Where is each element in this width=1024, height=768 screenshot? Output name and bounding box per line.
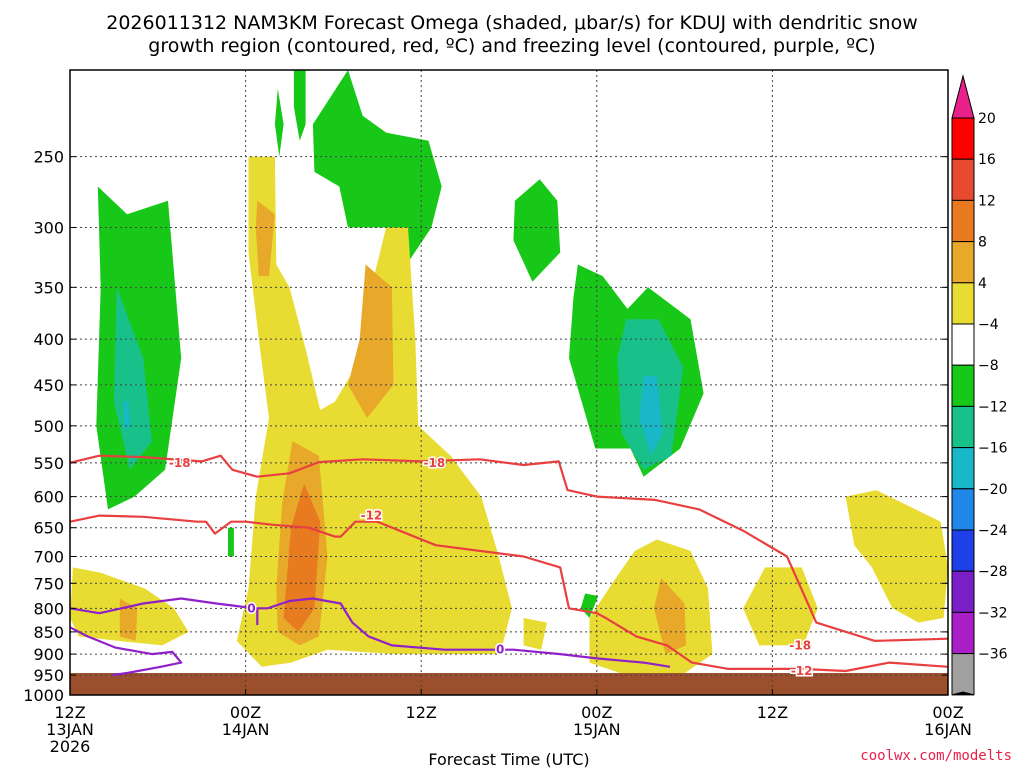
y-tick-label: 500	[33, 417, 64, 436]
y-tick-label: 950	[33, 666, 64, 685]
colorbar-label: −32	[978, 605, 1008, 621]
colorbar-swatch	[951, 158, 975, 201]
ground-shading	[70, 673, 948, 695]
x-axis-title: Forecast Time (UTC)	[428, 750, 589, 768]
colorbar-swatch	[951, 117, 975, 160]
colorbar-label: −24	[978, 523, 1008, 539]
colorbar: 20 16 12 8 4 −4 −8 −12 −16 −20 −24 −28 −32 −36	[951, 74, 1008, 696]
colorbar-swatch	[951, 282, 975, 325]
contour-label: -18	[424, 456, 446, 470]
contour-line--12	[70, 514, 948, 673]
colorbar-swatch	[951, 529, 975, 572]
colorbar-swatch	[951, 364, 975, 407]
omega-shading-layer	[70, 70, 948, 676]
y-tick-label: 900	[33, 645, 64, 664]
x-tick-label: 15JAN	[573, 720, 621, 739]
y-tick-label: 1000	[23, 686, 64, 705]
omega-region-4	[274, 88, 284, 157]
omega-region-3	[293, 70, 306, 141]
y-tick-label: 250	[33, 148, 64, 167]
omega-region-6	[513, 179, 561, 282]
x-tick-label: 2026	[50, 737, 91, 756]
chart-title-line1: 2026011312 NAM3KM Forecast Omega (shaded…	[106, 12, 918, 34]
omega-region-16	[283, 483, 321, 632]
colorbar-label: −16	[978, 441, 1008, 457]
colorbar-bottom-arrow	[951, 691, 975, 696]
colorbar-label: 4	[978, 276, 987, 292]
x-tick-label: 13JAN	[46, 720, 94, 739]
y-tick-label: 850	[33, 623, 64, 642]
source-credit: coolwx.com/modelts	[860, 748, 1012, 764]
omega-region-18	[119, 598, 138, 641]
colorbar-label: 8	[978, 235, 987, 251]
omega-region-14	[348, 264, 394, 418]
y-tick-label: 800	[33, 599, 64, 618]
y-tick-label: 400	[33, 330, 64, 349]
colorbar-swatch	[951, 405, 975, 449]
chart-title-line2: growth region (contoured, red, ºC) and f…	[148, 35, 875, 57]
contour-layer	[70, 454, 948, 677]
contour-label: 0	[496, 643, 504, 657]
gridline-layer	[70, 70, 948, 695]
contour-label: -18	[789, 638, 811, 652]
omega-region-23	[523, 617, 547, 650]
colorbar-label: −8	[978, 358, 999, 374]
ground-layer	[70, 673, 948, 695]
colorbar-swatch	[951, 447, 975, 490]
x-tick-label: 14JAN	[222, 720, 270, 739]
omega-region-5	[312, 70, 442, 265]
colorbar-label: 20	[978, 111, 996, 127]
omega-region-21	[743, 567, 818, 646]
y-tick-label: 750	[33, 574, 64, 593]
plot-frame	[69, 69, 949, 696]
y-tick-label: 300	[33, 218, 64, 237]
y-tick-label: 450	[33, 376, 64, 395]
colorbar-label: 12	[978, 193, 996, 209]
contour-label: -18	[169, 456, 191, 470]
colorbar-label: −4	[978, 317, 999, 333]
colorbar-swatch	[951, 570, 975, 613]
colorbar-swatch	[951, 611, 975, 655]
x-tick-label: 00Z	[932, 703, 963, 722]
contour-label: 0	[247, 601, 255, 615]
x-tick-label: 00Z	[230, 703, 261, 722]
omega-region-20	[653, 578, 687, 655]
x-tick-label: 12Z	[54, 703, 85, 722]
colorbar-swatch	[951, 653, 975, 696]
colorbar-label: 16	[978, 152, 996, 168]
colorbar-swatch	[951, 199, 975, 243]
y-tick-label: 350	[33, 278, 64, 297]
contour-line-0	[70, 626, 183, 677]
y-tick-label: 700	[33, 547, 64, 566]
colorbar-label: −28	[978, 564, 1008, 580]
contour-label: -12	[791, 664, 813, 678]
x-tick-label: 16JAN	[924, 720, 972, 739]
y-tick-label: 600	[33, 488, 64, 507]
colorbar-label: −20	[978, 482, 1008, 498]
y-tick-label: 550	[33, 454, 64, 473]
x-tick-label: 00Z	[581, 703, 612, 722]
contour-line-0	[70, 597, 671, 668]
x-tick-label: 12Z	[757, 703, 788, 722]
colorbar-label: −36	[978, 647, 1008, 663]
contour-line--18	[70, 454, 948, 642]
contour-label: -12	[361, 509, 383, 523]
omega-region-13	[255, 200, 275, 277]
omega-region-9	[639, 376, 663, 456]
omega-region-11	[228, 527, 234, 557]
colorbar-swatch	[951, 241, 975, 284]
omega-region-1	[113, 287, 152, 470]
colorbar-label: −12	[978, 399, 1008, 415]
colorbar-swatch	[951, 488, 975, 531]
contour-label-layer: -18 -18 -18 -12 -12 0 0	[167, 454, 814, 679]
x-tick-label: 12Z	[406, 703, 437, 722]
omega-region-2	[124, 401, 130, 430]
colorbar-swatch	[951, 323, 975, 366]
y-tick-label: 650	[33, 519, 64, 538]
y-axis-ticks: 250 300 350 400 450 500 550 600 650 700 750 800 850 9…	[23, 148, 948, 705]
